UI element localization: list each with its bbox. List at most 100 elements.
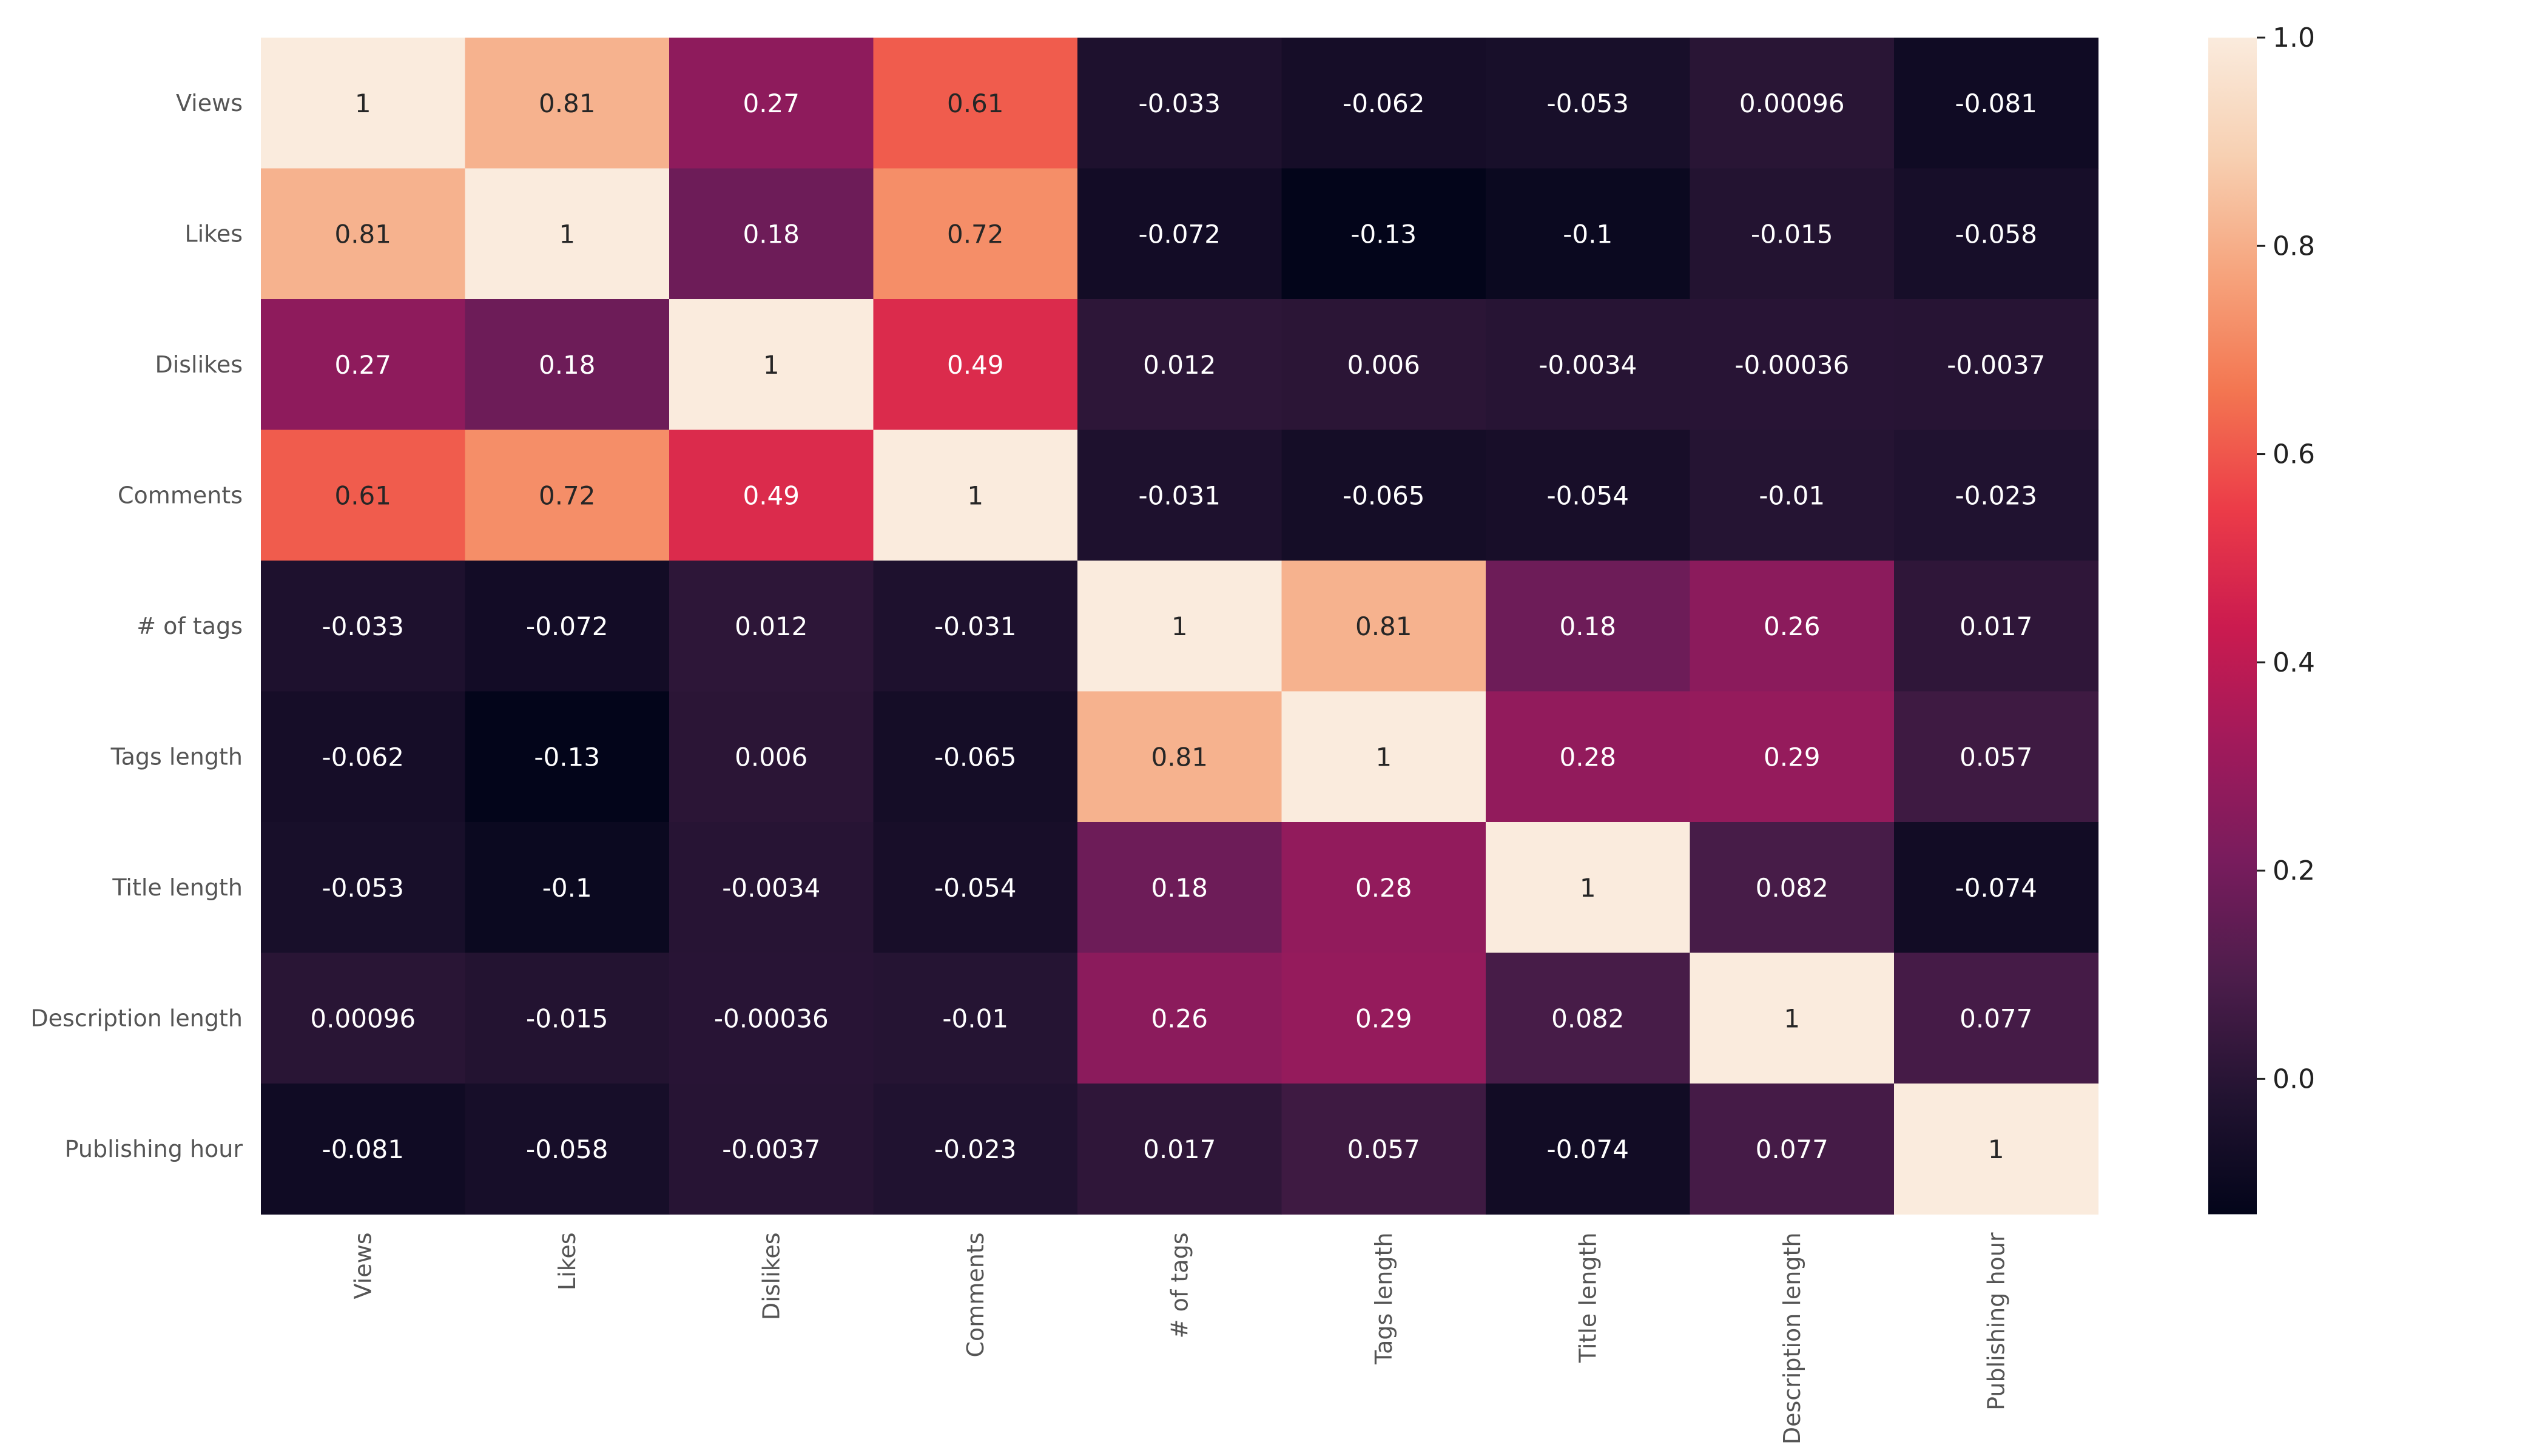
cell-value-label: 1 <box>763 350 780 380</box>
row-label: Dislikes <box>155 351 243 378</box>
cell-value-label: 1 <box>967 480 983 510</box>
heatmap-cell <box>873 822 1078 954</box>
cell-value-label: -0.072 <box>1139 219 1221 249</box>
column-label: Description length <box>1779 1233 1805 1445</box>
heatmap-cell <box>669 1084 874 1215</box>
cell-value-label: -0.01 <box>942 1003 1008 1033</box>
row-labels: Views Likes Dislikes Comments # of tags Tags … <box>30 90 243 1162</box>
heatmap-cell <box>873 38 1078 169</box>
cell-value-label: -0.023 <box>1955 480 2037 510</box>
heatmap-cell <box>1486 561 1691 692</box>
cell-value-label: -0.054 <box>1547 480 1629 510</box>
heatmap-cell <box>1077 822 1282 954</box>
heatmap-cell <box>465 691 670 823</box>
heatmap-cell <box>1281 561 1486 692</box>
heatmap-cell <box>669 430 874 561</box>
cell-value-label: -0.062 <box>1343 89 1424 118</box>
cell-value-label: -0.015 <box>1751 219 1833 249</box>
heatmap-cell <box>1894 430 2099 561</box>
column-label: Title length <box>1574 1233 1601 1364</box>
heatmap-cell <box>465 430 670 561</box>
cell-value-label: 0.18 <box>1559 612 1616 641</box>
column-label: Comments <box>962 1233 989 1358</box>
heatmap-cell <box>1281 822 1486 954</box>
cell-value-label: -0.01 <box>1759 480 1825 510</box>
cell-value-label: 0.28 <box>1559 742 1616 772</box>
heatmap-cell <box>669 299 874 431</box>
column-label: # of tags <box>1166 1233 1193 1339</box>
heatmap-cell <box>1486 38 1691 169</box>
cell-value-label: 0.077 <box>1756 1134 1828 1164</box>
cell-value-label: -0.0034 <box>722 873 820 903</box>
cell-value-label: -0.1 <box>542 873 592 903</box>
colorbar-tick-label: 0.8 <box>2273 231 2315 261</box>
cell-value-label: 0.082 <box>1756 873 1828 903</box>
cell-value-label: -0.053 <box>322 873 404 903</box>
row-label: # of tags <box>136 613 243 639</box>
column-label: Likes <box>554 1233 581 1291</box>
cell-value-label: 0.006 <box>735 742 807 772</box>
cell-value-label: 0.72 <box>947 219 1004 249</box>
cell-value-label: 0.00096 <box>1739 89 1845 118</box>
cell-value-label: -0.053 <box>1547 89 1629 118</box>
heatmap-cell <box>465 299 670 431</box>
cell-value-label: 0.81 <box>1355 612 1412 641</box>
column-label: Publishing hour <box>1983 1232 2009 1410</box>
heatmap-cell <box>873 168 1078 300</box>
cell-value-label: 1 <box>1171 612 1188 641</box>
heatmap-cell <box>1690 168 1895 300</box>
heatmap-cell <box>873 299 1078 431</box>
heatmap-cell <box>873 430 1078 561</box>
heatmap-cell <box>1690 952 1895 1084</box>
heatmap-cell <box>873 1084 1078 1215</box>
heatmap-cell <box>873 952 1078 1084</box>
heatmap-cell <box>465 952 670 1084</box>
cell-value-label: 0.81 <box>334 219 391 249</box>
heatmap-cell <box>1894 168 2099 300</box>
cell-value-label: -0.0037 <box>722 1134 820 1164</box>
heatmap-cell <box>261 691 466 823</box>
row-label: Title length <box>112 874 243 901</box>
heatmap-cell <box>465 38 670 169</box>
cell-value-label: -0.062 <box>322 742 404 772</box>
cell-value-label: 1 <box>1988 1134 2004 1164</box>
cell-value-label: 0.057 <box>1960 742 2032 772</box>
cell-value-label: 1 <box>559 219 575 249</box>
row-label: Likes <box>184 220 243 247</box>
cell-value-label: 1 <box>1580 873 1596 903</box>
heatmap-cell <box>261 430 466 561</box>
heatmap-cell <box>1281 168 1486 300</box>
heatmap-cell <box>261 168 466 300</box>
heatmap-cell <box>1281 430 1486 561</box>
cell-value-label: 0.28 <box>1355 873 1412 903</box>
heatmap-cell <box>1077 561 1282 692</box>
heatmap-cell <box>669 168 874 300</box>
heatmap-cell <box>873 561 1078 692</box>
heatmap-cell <box>669 561 874 692</box>
cell-value-label: -0.0037 <box>1947 350 2045 380</box>
heatmap-cell <box>1077 299 1282 431</box>
cell-value-label: -0.13 <box>1350 219 1417 249</box>
heatmap-cell <box>1281 952 1486 1084</box>
heatmap-cell <box>873 691 1078 823</box>
cell-value-label: -0.00036 <box>714 1003 829 1033</box>
heatmap-cell <box>1690 561 1895 692</box>
heatmap-cell <box>1690 299 1895 431</box>
cell-value-label: -0.074 <box>1955 873 2037 903</box>
heatmap-cell <box>1077 952 1282 1084</box>
cell-value-label: 1 <box>1375 742 1392 772</box>
heatmap-cell <box>1281 299 1486 431</box>
colorbar-tick-label: 0.0 <box>2273 1063 2315 1094</box>
cell-value-label: 0.057 <box>1347 1134 1420 1164</box>
heatmap-cell <box>1690 822 1895 954</box>
heatmap-cell <box>669 952 874 1084</box>
heatmap-cell <box>1077 1084 1282 1215</box>
cell-value-label: -0.023 <box>934 1134 1016 1164</box>
heatmap-cell <box>1690 430 1895 561</box>
cell-value-label: 0.017 <box>1960 612 2032 641</box>
cell-value-label: 0.18 <box>743 219 800 249</box>
heatmap-cell <box>1281 38 1486 169</box>
heatmap-cell <box>1690 691 1895 823</box>
column-label: Views <box>349 1233 376 1299</box>
cell-value-label: 0.012 <box>1143 350 1216 380</box>
